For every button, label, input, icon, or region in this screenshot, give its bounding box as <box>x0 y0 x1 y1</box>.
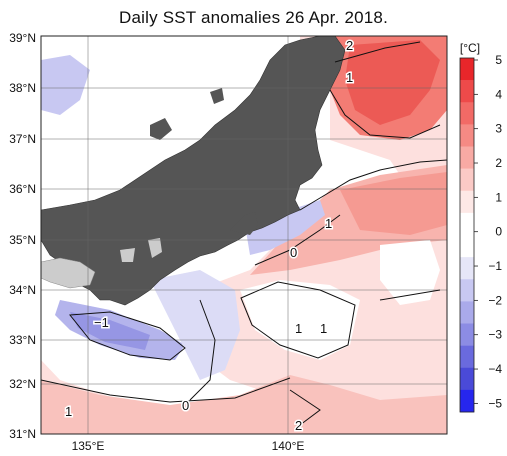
colorbar-cell <box>460 58 474 81</box>
colorbar-cell <box>460 301 474 324</box>
colorbar-cell <box>460 190 474 214</box>
anomaly-zone-cold-coast <box>245 200 325 255</box>
anomaly-zone-neutral-east <box>380 240 440 305</box>
anomaly-zone-warm-east-2 <box>340 172 447 235</box>
map-area <box>41 36 447 434</box>
colorbar-tick-label: −1 <box>488 259 502 273</box>
latitude-axis: 39°N 38°N 37°N 36°N 35°N 34°N 33°N 32°N … <box>9 31 36 441</box>
land-honshu <box>41 36 346 306</box>
lon-label: 135°E <box>72 439 105 453</box>
colorbar-cell <box>460 80 474 103</box>
colorbar-frame <box>459 57 475 413</box>
lat-label: 33°N <box>9 333 36 347</box>
contour-labels: 2 1 1 0 −1 1 1 1 0 2 <box>64 37 355 435</box>
anomaly-zone-warm-south <box>41 375 447 434</box>
lat-label: 36°N <box>9 182 36 196</box>
lat-label: 35°N <box>9 233 36 247</box>
anomaly-zone-cold-west <box>41 55 90 115</box>
colorbar-tick-label: 3 <box>495 122 502 136</box>
colorbar-tick-label: −2 <box>488 293 502 307</box>
colorbar-cell <box>460 124 474 147</box>
lat-label: 32°N <box>9 377 36 391</box>
anomaly-zone-cold-kuroshio <box>150 270 240 380</box>
land-island-2 <box>120 248 135 262</box>
lat-label: 31°N <box>9 427 36 441</box>
colorbar-cell <box>460 212 474 236</box>
anomaly-zone-cold-sw-core <box>70 312 150 350</box>
colorbar-cell <box>460 389 474 413</box>
map-title: Daily SST anomalies 26 Apr. 2018. <box>119 8 388 27</box>
colorbar-cell <box>460 168 474 192</box>
colorbar-tick-label: −4 <box>488 362 502 376</box>
colorbar-tick-label: 0 <box>495 225 502 239</box>
colorbar-cells <box>460 58 474 413</box>
colorbar-cell <box>460 235 474 258</box>
land-shikoku <box>41 257 96 289</box>
anomaly-zone-hotter-northeast <box>345 40 440 125</box>
colorbar-cell <box>460 367 474 391</box>
colorbar: [°C] 5 4 3 2 1 0 −1 −2 −3 −4 −5 <box>459 41 502 413</box>
colorbar-cell <box>460 279 474 302</box>
colorbar-cell <box>460 345 474 369</box>
lat-label: 38°N <box>9 81 36 95</box>
colorbar-tick-label: 4 <box>495 87 502 101</box>
colorbar-tick-label: −5 <box>488 396 502 410</box>
colorbar-cell <box>460 102 474 125</box>
contour-label-1-north: 1 <box>346 70 353 85</box>
colorbar-tick-label: −3 <box>488 328 502 342</box>
lat-label: 37°N <box>9 132 36 146</box>
contour-label-1-south-a: 1 <box>295 321 302 336</box>
grid-lines <box>41 36 447 434</box>
colorbar-tick-label: 5 <box>495 53 502 67</box>
colorbar-unit: [°C] <box>460 41 480 55</box>
colorbar-ticks: 5 4 3 2 1 0 −1 −2 −3 −4 −5 <box>474 53 502 410</box>
colorbar-cell <box>460 257 474 280</box>
land-sado <box>210 88 224 104</box>
contour-label-1-south-b: 1 <box>320 321 327 336</box>
contour-label-2-south: 2 <box>295 418 302 433</box>
colorbar-cell <box>460 323 474 346</box>
longitude-axis: 135°E 140°E <box>72 439 305 453</box>
contour-label-minus1: −1 <box>94 315 109 330</box>
land-island-1 <box>148 238 162 258</box>
colorbar-cell <box>460 146 474 169</box>
contour-label-0-south: 0 <box>182 398 189 413</box>
contour-label-1-west: 1 <box>65 404 72 419</box>
land-peninsula <box>230 212 258 235</box>
contour-lines <box>41 41 447 426</box>
map-frame <box>40 35 448 435</box>
contour-label-2-north: 2 <box>346 38 353 53</box>
contour-label-0-coast: 0 <box>290 245 297 260</box>
contour-label-1-east: 1 <box>325 216 332 231</box>
lat-label: 34°N <box>9 283 36 297</box>
lat-label: 39°N <box>9 31 36 45</box>
lon-label: 140°E <box>272 439 305 453</box>
colorbar-tick-label: 1 <box>495 190 502 204</box>
land-noto <box>150 118 172 140</box>
colorbar-tick-label: 2 <box>495 156 502 170</box>
